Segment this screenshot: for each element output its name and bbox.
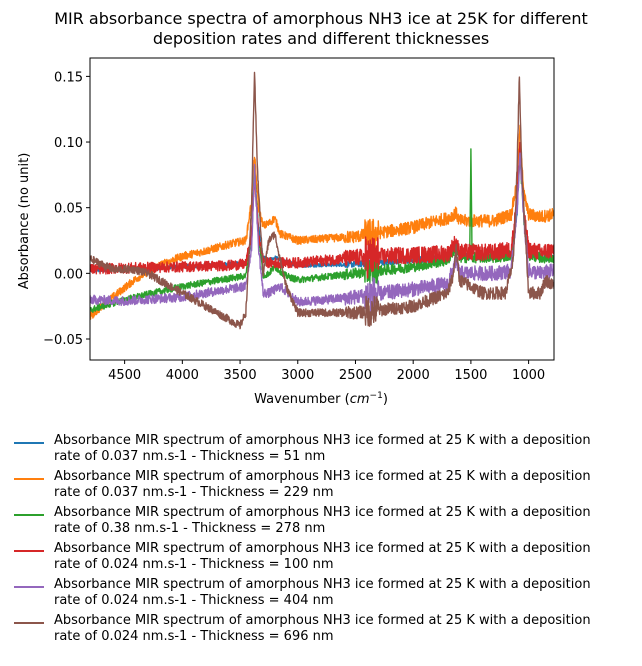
legend-swatch: [14, 442, 44, 444]
x-tick-label: 4000: [166, 368, 199, 383]
series-line-4: [90, 141, 554, 279]
legend-label: Absorbance MIR spectrum of amorphous NH3…: [54, 577, 591, 608]
y-tick-label: 0.10: [54, 136, 83, 151]
chart-title: MIR absorbance spectra of amorphous NH3 …: [54, 9, 588, 48]
x-tick-label: 2000: [397, 368, 430, 383]
legend-item: Absorbance MIR spectrum of amorphous NH3…: [14, 502, 636, 538]
legend-label: Absorbance MIR spectrum of amorphous NH3…: [54, 469, 591, 500]
y-tick-label: 0.15: [54, 70, 83, 85]
legend-swatch: [14, 478, 44, 480]
y-axis-label: Absorbance (no unit): [17, 153, 32, 290]
x-tick-label: 2500: [339, 368, 372, 383]
series-line-6: [90, 71, 554, 330]
y-tick-label: 0.00: [54, 267, 83, 282]
x-tick-label: 1500: [454, 368, 487, 383]
chart-svg: MIR absorbance spectra of amorphous NH3 …: [17, 9, 588, 407]
y-tick-label: 0.05: [54, 202, 83, 217]
y-tick-label: −0.05: [43, 333, 83, 348]
legend: Absorbance MIR spectrum of amorphous NH3…: [14, 430, 636, 646]
legend-label: Absorbance MIR spectrum of amorphous NH3…: [54, 433, 591, 464]
plot-frame: [89, 57, 555, 361]
legend-label: Absorbance MIR spectrum of amorphous NH3…: [54, 541, 591, 572]
x-axis-label: Wavenumber (cm−1): [254, 391, 388, 407]
x-tick-label: 4500: [108, 368, 141, 383]
x-tick-label: 3500: [224, 368, 257, 383]
legend-label: Absorbance MIR spectrum of amorphous NH3…: [54, 505, 591, 536]
series-line-5: [90, 152, 554, 314]
legend-swatch: [14, 550, 44, 552]
x-tick-label: 1000: [512, 368, 545, 383]
x-tick-label: 3000: [281, 368, 314, 383]
legend-swatch: [14, 586, 44, 588]
legend-item: Absorbance MIR spectrum of amorphous NH3…: [14, 466, 636, 502]
legend-item: Absorbance MIR spectrum of amorphous NH3…: [14, 538, 636, 574]
plot-area: 4500 4000 3500 3000 2500 2000 1500 1000 −0.05 0.0…: [43, 57, 555, 383]
legend-swatch: [14, 622, 44, 624]
legend-label: Absorbance MIR spectrum of amorphous NH3…: [54, 613, 591, 644]
legend-item: Absorbance MIR spectrum of amorphous NH3…: [14, 430, 636, 466]
legend-swatch: [14, 514, 44, 516]
legend-item: Absorbance MIR spectrum of amorphous NH3…: [14, 574, 636, 610]
legend-item: Absorbance MIR spectrum of amorphous NH3…: [14, 610, 636, 646]
